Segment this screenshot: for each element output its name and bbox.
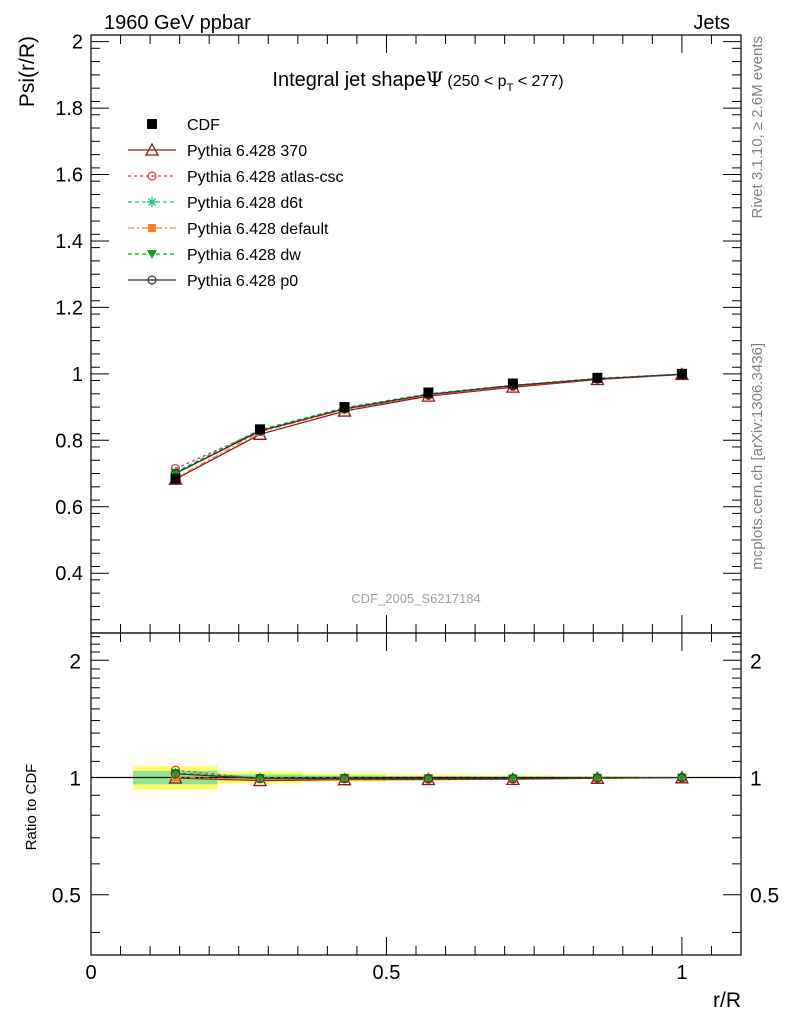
ratio-data-point	[255, 773, 265, 784]
main-y-tick-label: 1.4	[55, 231, 83, 253]
ratio-plot-frame	[90, 632, 742, 956]
legend-marker	[147, 275, 157, 285]
ratio-data-point	[170, 769, 181, 779]
rivet-label: Rivet 3.1.10, ≥ 2.6M events	[749, 36, 766, 219]
legend-marker	[148, 224, 156, 232]
x-tick-label: 0	[85, 962, 96, 984]
header-right: Jets	[693, 12, 730, 34]
legend-marker	[147, 119, 157, 129]
main-title-range: (250 < p	[447, 73, 506, 90]
ratio-y-axis-label: Ratio to CDF	[23, 764, 40, 851]
main-panel: 0.4 0.6 0.8 1 1.2 1.4 1.6 1.8 2 CDF_2005_S621718…	[16, 32, 742, 634]
header-left: 1960 GeV ppbar	[104, 12, 251, 34]
main-title-range-end: < 277)	[513, 73, 563, 90]
main-y-tick-label: 0.8	[55, 430, 83, 452]
ratio-axis-ticks	[90, 633, 742, 955]
ratio-y-tick-label-left: 1	[69, 767, 81, 790]
legend-marker	[147, 250, 157, 259]
mcplots-label: mcplots.cern.ch [arXiv:1306.3436]	[749, 343, 766, 570]
main-y-tick-label: 2	[72, 32, 83, 54]
ratio-y-tick-label-right: 2	[750, 650, 762, 673]
ratio-data-point	[677, 773, 687, 783]
x-tick-label: 0.5	[373, 962, 401, 984]
legend-label: Pythia 6.428 default	[187, 221, 329, 238]
legend-label: Pythia 6.428 370	[187, 143, 307, 160]
ratio-data-point	[339, 773, 350, 784]
legend-marker	[147, 197, 157, 207]
ratio-data-point	[676, 773, 687, 783]
legend-label: Pythia 6.428 d6t	[187, 195, 303, 212]
x-axis-label: r/R	[713, 989, 741, 1012]
legend: CDF Pythia 6.428 370 Pythia 6.428 atlas-cs…	[128, 117, 344, 290]
main-series-markers	[168, 367, 690, 485]
main-y-tick-label: 1.2	[55, 297, 83, 319]
ratio-y-tick-label-right: 0.5	[750, 885, 779, 908]
main-watermark: CDF_2005_S6217184	[351, 591, 480, 606]
ratio-data-point	[592, 773, 603, 783]
main-data-point	[170, 468, 181, 478]
main-y-tick-label: 1.6	[55, 165, 83, 187]
legend-label: CDF	[187, 117, 220, 134]
main-axis-ticks	[90, 35, 742, 633]
main-title: Integral jet shapeΨ (250 < pT < 277)	[272, 67, 563, 94]
ratio-data-point	[507, 774, 518, 784]
main-y-tick-labels: 0.4 0.6 0.8 1 1.2 1.4 1.6 1.8 2	[55, 32, 83, 586]
main-y-axis-label: Psi(r/R)	[16, 36, 39, 107]
main-y-tick-label: 0.6	[55, 497, 83, 519]
ratio-y-tick-label-right: 1	[750, 767, 762, 790]
ratio-series-markers	[168, 765, 690, 787]
ratio-data-point	[170, 769, 181, 779]
ratio-y-tick-labels: 0.5 0.5 1 1 2 2	[52, 650, 779, 907]
ratio-y-tick-label-left: 0.5	[52, 885, 81, 908]
legend-marker	[147, 171, 157, 181]
main-data-point	[170, 473, 181, 484]
legend-label: Pythia 6.428 dw	[187, 247, 301, 264]
main-data-point	[592, 372, 603, 383]
main-data-point	[507, 378, 518, 389]
ratio-y-tick-label-left: 2	[69, 650, 81, 673]
ratio-data-point	[339, 773, 350, 783]
main-title-prefix: Integral jet shape	[272, 69, 425, 91]
ratio-data-point	[255, 774, 265, 784]
ratio-panel: 0.5 0.51 12 2 Ratio to CDF 0 0.5 1 r/R	[23, 632, 779, 1012]
main-y-tick-label: 1	[72, 364, 83, 386]
ratio-data-point	[423, 774, 434, 784]
main-data-point	[676, 368, 687, 379]
main-title-symbol: Ψ	[426, 67, 444, 91]
ratio-data-point	[592, 773, 603, 783]
main-y-tick-label: 0.4	[55, 563, 83, 585]
x-tick-label: 1	[676, 962, 687, 984]
ratio-data-point	[423, 773, 434, 784]
main-data-point	[423, 387, 434, 398]
legend-label: Pythia 6.428 atlas-csc	[187, 169, 344, 186]
legend-label: Pythia 6.428 p0	[187, 273, 298, 290]
ratio-data-point	[508, 773, 518, 784]
x-tick-labels: 0 0.5 1	[85, 962, 687, 984]
main-data-point	[255, 424, 265, 435]
main-title-sub: T	[507, 82, 514, 94]
main-data-point	[339, 402, 350, 413]
main-y-tick-label: 1.8	[55, 98, 83, 120]
legend-marker	[144, 142, 160, 156]
